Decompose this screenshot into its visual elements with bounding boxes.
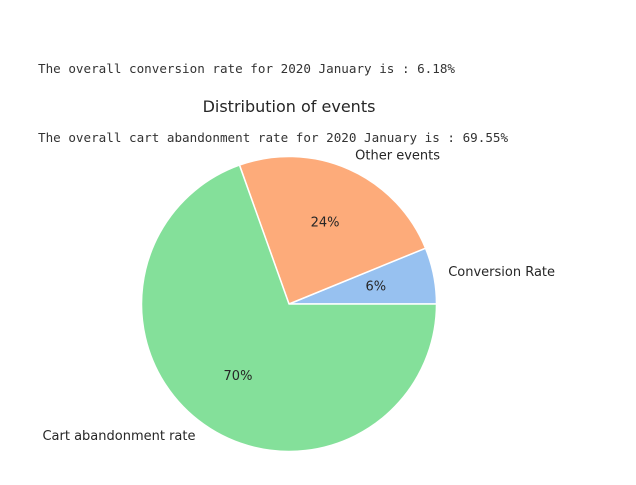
pie-pct-label-other-events: 24% [311,216,340,231]
pie-category-label-conversion-rate: Conversion Rate [448,265,555,280]
pie-labels: 6% Conversion Rate 24% Other events 70% Cart … [42,148,555,444]
conversion-rate-line: The overall conversion rate for 2020 Jan… [38,61,456,76]
pie-category-label-cart-abandonment-rate: Cart abandonment rate [42,429,195,444]
pie-slice-other-events [238,155,427,305]
chart-title: Distribution of events [203,97,376,116]
pie-pct-label-cart-abandonment-rate: 70% [224,369,253,384]
pie-pct-label-conversion-rate: 6% [366,279,387,294]
cart-abandonment-line: The overall cart abandonment rate for 20… [38,130,509,145]
console-output: The overall conversion rate for 2020 Jan… [38,11,508,172]
pie-slices [140,155,438,453]
pie-slice-cart-abandonment-rate [140,164,438,453]
pie-category-label-other-events: Other events [355,148,440,163]
